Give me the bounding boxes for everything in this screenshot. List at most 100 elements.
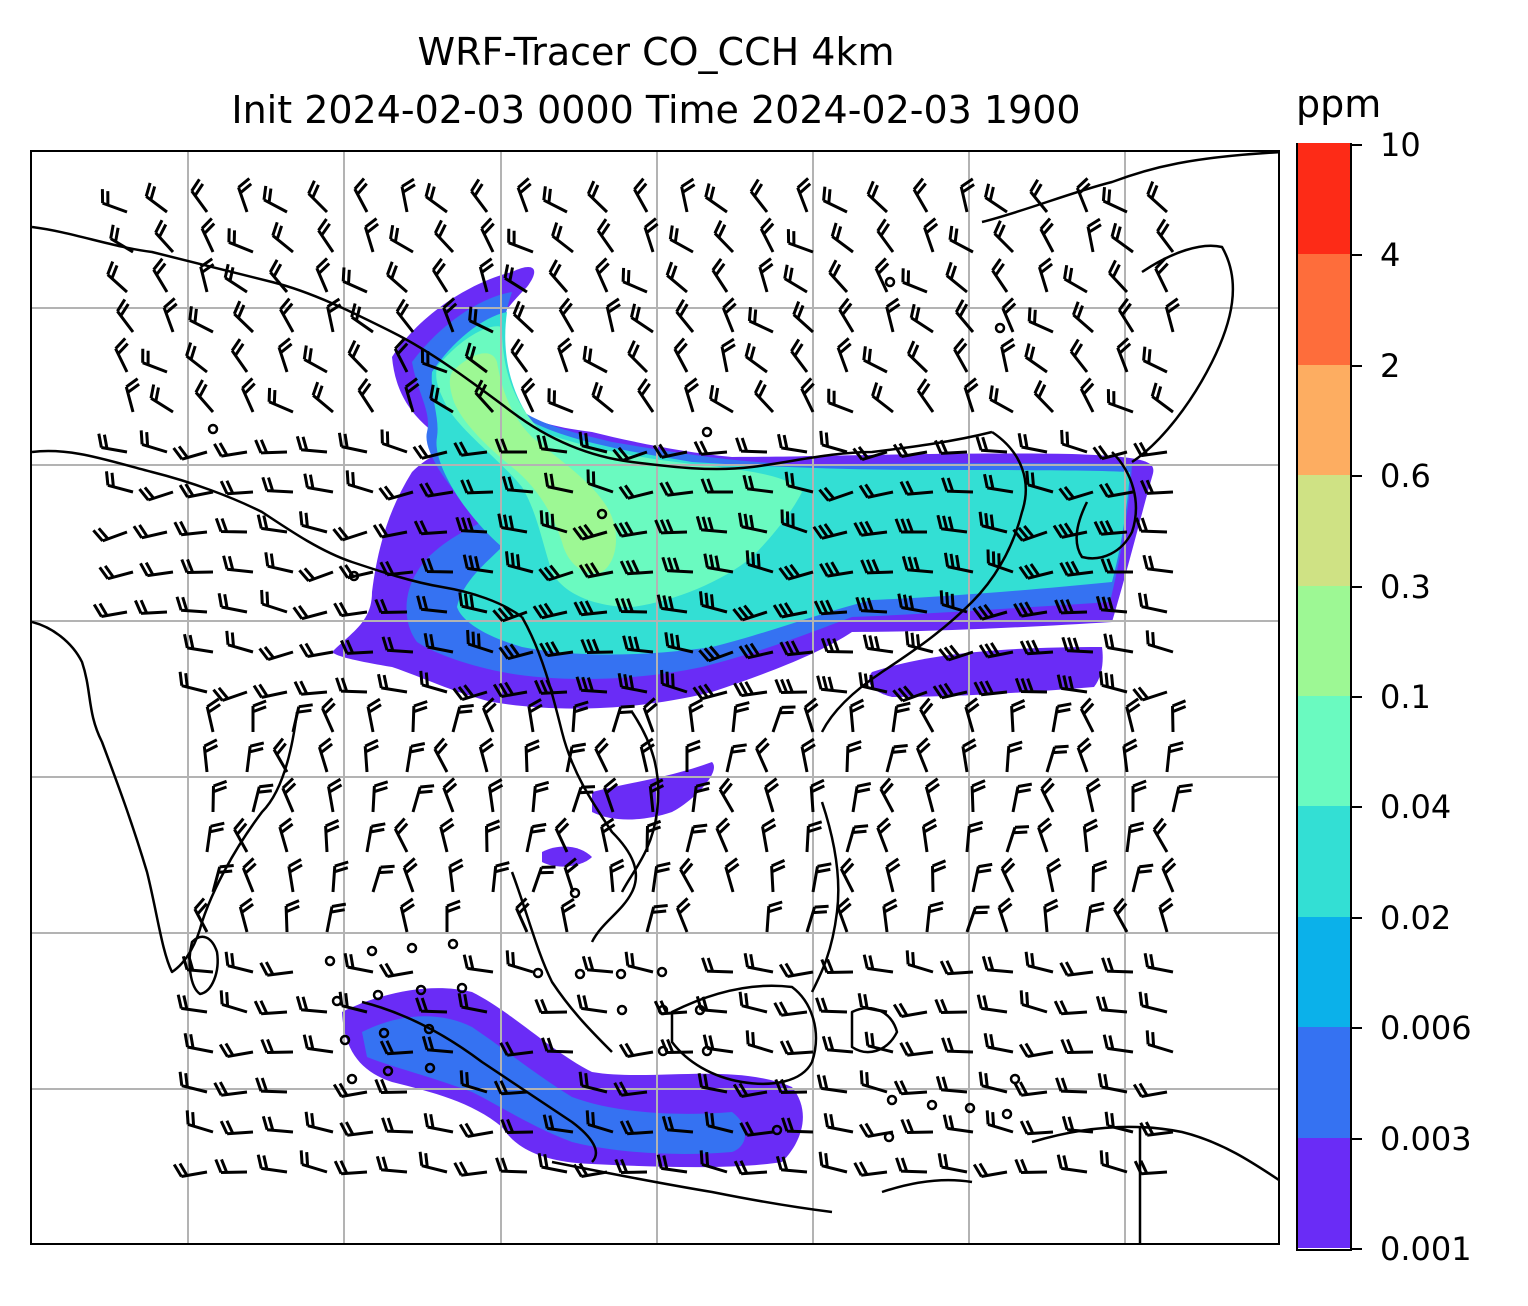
wind-barb xyxy=(836,897,852,933)
wind-barb xyxy=(335,677,368,694)
wind-barb xyxy=(743,952,774,974)
wind-barb xyxy=(412,444,448,460)
wind-barb xyxy=(494,438,527,454)
wind-barb xyxy=(619,559,654,576)
wind-barb xyxy=(656,594,688,614)
coast-india xyxy=(32,620,299,974)
wind-barb xyxy=(948,225,974,254)
wind-barb xyxy=(771,705,796,733)
wind-barb xyxy=(790,338,809,373)
wind-barb xyxy=(959,177,975,213)
wind-barb xyxy=(551,222,574,254)
wind-barb xyxy=(909,303,934,334)
wind-barb xyxy=(596,218,615,253)
wind-barb xyxy=(770,859,786,893)
wind-barb xyxy=(460,479,494,495)
wind-barb xyxy=(718,777,735,813)
wind-barb xyxy=(780,509,808,534)
wind-barb xyxy=(1164,297,1180,333)
wind-barb xyxy=(105,471,134,494)
wind-barb xyxy=(178,671,208,694)
wind-barb xyxy=(1122,738,1138,773)
wind-barb xyxy=(675,897,691,933)
wind-barb xyxy=(765,900,783,933)
map-subtitle: Init 2024-02-03 0000 Time 2024-02-03 190… xyxy=(231,88,1081,132)
wind-barb xyxy=(218,1042,254,1058)
wind-barb xyxy=(537,1152,568,1174)
wind-barb xyxy=(1079,377,1095,413)
wind-barb xyxy=(172,1162,208,1178)
wind-barb xyxy=(181,955,214,974)
colorbar-tick-label: 0.3 xyxy=(1380,567,1431,606)
wind-barb xyxy=(499,1041,534,1057)
coast-philippines xyxy=(810,801,840,993)
wind-barb xyxy=(985,1110,1014,1134)
wind-barb xyxy=(656,1154,688,1174)
wind-barb xyxy=(402,857,418,893)
plume-north-core xyxy=(436,326,802,607)
wind-barb xyxy=(901,555,934,574)
wind-barb xyxy=(1095,595,1128,614)
wind-barb xyxy=(416,595,448,614)
wind-barb xyxy=(775,1155,808,1174)
wind-barb xyxy=(894,518,927,534)
wind-barb xyxy=(981,955,1014,974)
wind-barb xyxy=(252,683,288,699)
wind-barb xyxy=(972,603,1008,621)
coast-malaysia xyxy=(510,871,613,1053)
wind-barb xyxy=(260,589,288,614)
wind-barb xyxy=(823,1112,854,1134)
wind-barb xyxy=(424,182,448,214)
wind-barb xyxy=(665,261,688,294)
wind-barb xyxy=(1000,337,1016,373)
wind-barb xyxy=(371,864,395,893)
wind-barb xyxy=(411,700,428,733)
wind-barb xyxy=(906,340,929,374)
wind-barb xyxy=(939,590,968,614)
colorbar-segment xyxy=(1298,363,1350,476)
wind-barb xyxy=(261,1115,294,1134)
wind-barb xyxy=(934,439,968,455)
wind-barb xyxy=(971,862,993,893)
wind-barb xyxy=(1012,525,1048,542)
coast-china-east xyxy=(820,430,1027,733)
wind-barb xyxy=(241,377,256,413)
wind-barb xyxy=(905,631,934,654)
wind-barb xyxy=(931,859,947,893)
wind-barb xyxy=(457,992,488,1014)
wind-barb xyxy=(512,300,535,334)
wind-barb xyxy=(326,297,342,333)
wind-barb xyxy=(1013,601,1048,618)
wind-barb xyxy=(622,635,654,654)
wind-barb xyxy=(493,1080,528,1096)
wind-barb xyxy=(262,185,288,214)
wind-barb xyxy=(679,857,695,893)
wind-barb xyxy=(302,345,328,374)
wind-barb xyxy=(605,297,621,333)
wind-barb xyxy=(704,183,728,214)
colorbar-segment xyxy=(1298,695,1350,807)
wind-barb xyxy=(852,445,888,462)
wind-barb xyxy=(941,477,974,494)
wind-barb xyxy=(442,777,458,813)
wind-barb xyxy=(317,218,335,253)
wind-barb xyxy=(253,1000,288,1016)
wind-barb xyxy=(711,258,729,293)
wind-barb xyxy=(279,297,295,333)
wind-barb xyxy=(988,385,1014,414)
wind-barb xyxy=(124,377,140,413)
wind-barb xyxy=(419,670,448,694)
wind-barb xyxy=(1103,633,1134,654)
wind-barb xyxy=(839,857,855,893)
wind-barb xyxy=(916,378,935,413)
colorbar-tick xyxy=(1352,364,1362,367)
wind-barb xyxy=(1137,592,1168,614)
wind-barb xyxy=(645,819,662,853)
wind-barb xyxy=(783,264,808,294)
wind-barb xyxy=(560,897,576,933)
wind-barb xyxy=(393,337,409,373)
wind-barb xyxy=(536,434,568,454)
wind-barb xyxy=(542,1114,574,1134)
wind-barb xyxy=(1045,744,1069,773)
wind-barb xyxy=(885,857,901,893)
